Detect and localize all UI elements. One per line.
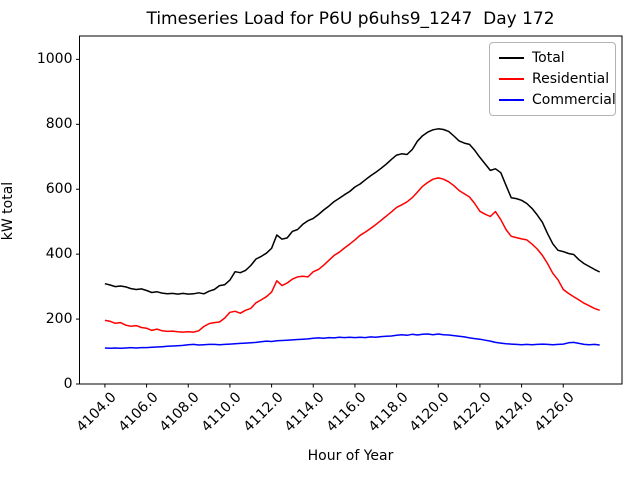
axes-frame <box>79 35 623 385</box>
legend-item-commercial: Commercial <box>499 93 616 107</box>
legend-item-residential: Residential <box>499 71 610 87</box>
y-tick-label: 800 <box>45 116 73 133</box>
x-axis-label: Hour of Year <box>307 448 394 464</box>
y-tick-label: 1000 <box>36 51 73 68</box>
series-line-total <box>104 128 601 295</box>
chart-title: Timeseries Load for P6U p6uhs9_1247 Day … <box>146 9 555 29</box>
legend-label-total: Total <box>532 50 565 66</box>
y-axis-label: kW total <box>0 181 16 241</box>
series-line-residential <box>104 177 600 333</box>
legend-item-total: Total <box>499 51 606 65</box>
legend-label-commercial: Commercial <box>532 92 616 108</box>
y-tick-label: 400 <box>45 246 73 263</box>
series-line-commercial <box>104 333 600 350</box>
y-tick-label: 600 <box>45 181 73 198</box>
legend-line-icon-residential <box>499 78 524 80</box>
legend-line-icon-total <box>499 57 524 59</box>
y-tick-label: 200 <box>45 311 73 328</box>
legend-label-residential: Residential <box>532 71 610 87</box>
legend-line-icon-commercial <box>499 99 524 101</box>
y-tick-label: 0 <box>63 376 73 392</box>
legend: Total Residential Commercial <box>489 42 616 116</box>
